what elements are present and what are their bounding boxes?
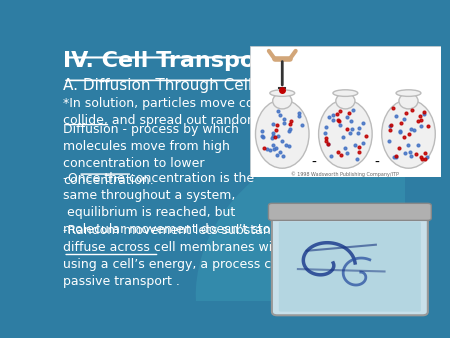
Ellipse shape (399, 93, 418, 109)
Ellipse shape (336, 93, 355, 109)
Ellipse shape (396, 90, 421, 96)
FancyBboxPatch shape (269, 203, 431, 220)
FancyBboxPatch shape (250, 46, 441, 177)
Text: -: - (311, 156, 316, 170)
Text: -Once the concentration is the
same throughout a system,
 equilibrium is reached: -Once the concentration is the same thro… (63, 172, 283, 236)
Ellipse shape (382, 100, 435, 168)
Text: A. Diffusion Through Cell Boundaries: A. Diffusion Through Cell Boundaries (63, 78, 344, 93)
Text: IV. Cell Transport: IV. Cell Transport (63, 51, 277, 71)
FancyBboxPatch shape (279, 222, 421, 312)
Text: -: - (374, 156, 379, 170)
Ellipse shape (270, 90, 295, 96)
Ellipse shape (256, 100, 309, 168)
Wedge shape (196, 119, 433, 338)
FancyBboxPatch shape (272, 211, 428, 315)
Text: *In solution, particles move constantly,
collide, and spread out randomly.: *In solution, particles move constantly,… (63, 97, 308, 126)
Text: Diffusion - process by which
molecules move from high
concentration to lower
con: Diffusion - process by which molecules m… (63, 123, 239, 187)
Text: © 1998 Wadsworth Publishing Company/ITP: © 1998 Wadsworth Publishing Company/ITP (292, 171, 399, 177)
Ellipse shape (319, 100, 372, 168)
Text: -Random movement lets substances
diffuse across cell membranes without
using a c: -Random movement lets substances diffuse… (63, 224, 306, 288)
Ellipse shape (333, 90, 358, 96)
Ellipse shape (273, 93, 292, 109)
